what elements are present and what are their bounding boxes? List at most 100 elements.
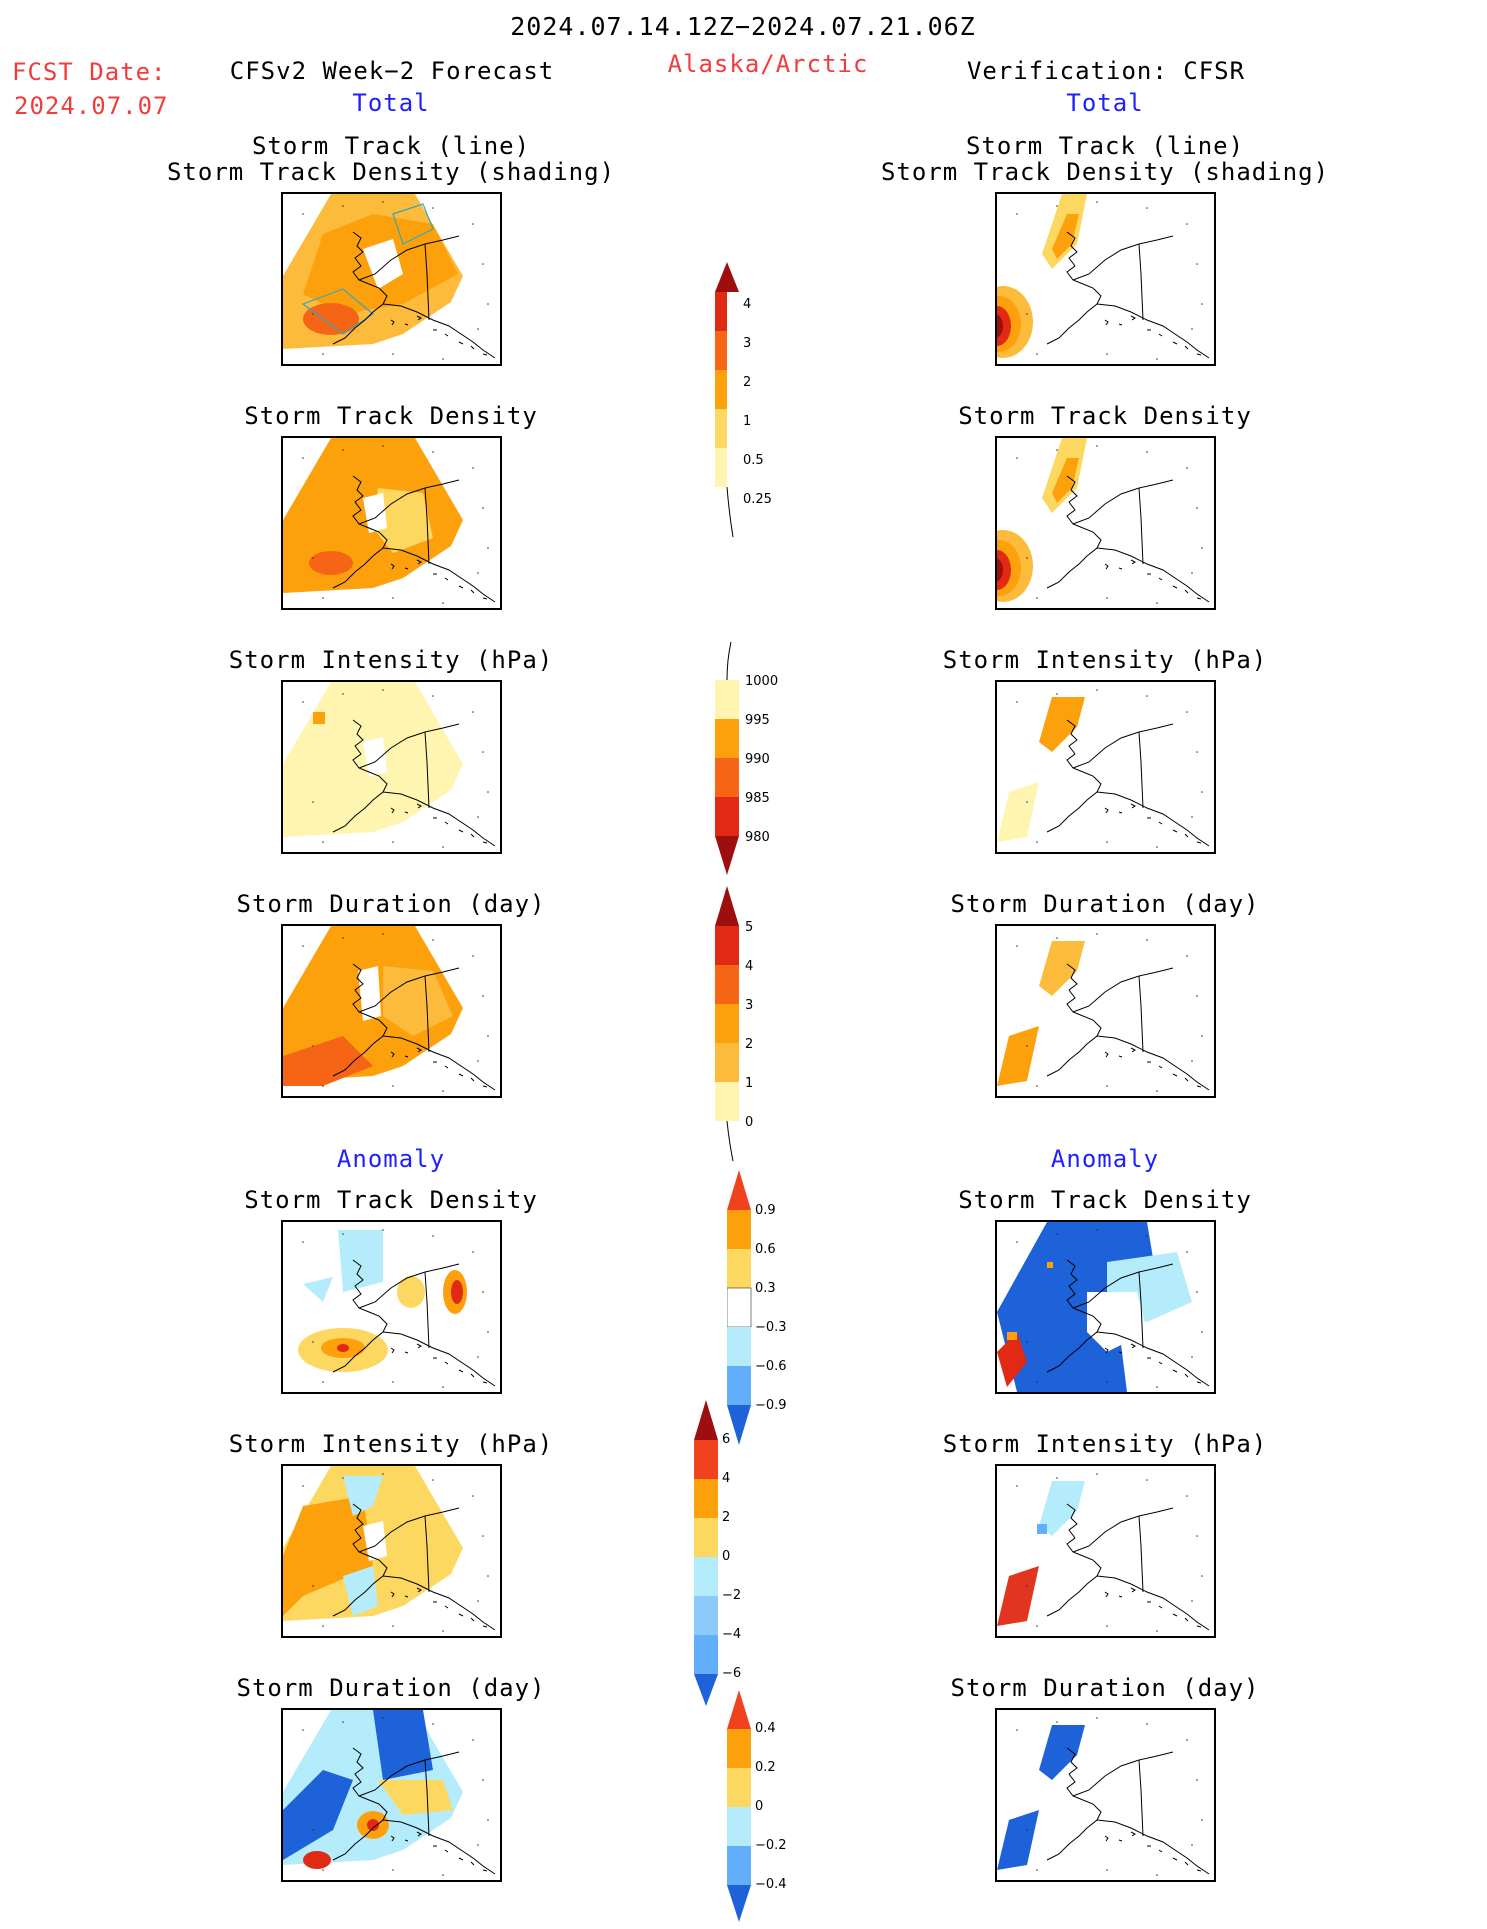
tick-anom-density-03: 0.3 [755, 1281, 776, 1296]
map-verif-intensity-graphic [997, 689, 1210, 848]
right-intensity-title: Storm Intensity (hPa) [942, 646, 1268, 674]
colorbar-anom-intensity-graphic [694, 1400, 718, 1706]
fcst-date-label: FCST Date: [12, 58, 167, 86]
map-forecast-track-density-graphic [283, 438, 496, 604]
left-anom-duration-title: Storm Duration (day) [236, 1674, 546, 1702]
tick-anom-duration-02: 0.2 [755, 1760, 776, 1775]
tick-anom-duration-04: 0.4 [755, 1721, 776, 1736]
map-verif-anom-track-density-graphic [997, 1222, 1210, 1392]
left-anom-track-density-title: Storm Track Density [244, 1186, 538, 1214]
region-label: Alaska/Arctic [667, 50, 869, 78]
map-forecast-anom-track-density-graphic [298, 1229, 496, 1388]
left-anomaly-label: Anomaly [336, 1145, 446, 1173]
right-track-density-shading-title: Storm Track Density (shading) [880, 158, 1330, 186]
right-duration-title: Storm Duration (day) [950, 890, 1260, 918]
tick-intensity-980: 980 [745, 830, 770, 845]
tick-density-1: 1 [743, 414, 752, 429]
left-track-line-title: Storm Track (line) [251, 132, 531, 160]
tick-duration-4: 4 [745, 959, 754, 974]
left-track-density-title: Storm Track Density [244, 402, 538, 430]
tick-density-4: 4 [743, 297, 752, 312]
right-anom-track-density-title: Storm Track Density [958, 1186, 1252, 1214]
map-forecast-anom-duration [281, 1708, 502, 1882]
map-forecast-anom-duration-graphic [283, 1710, 496, 1876]
tick-anom-density-09: 0.9 [755, 1203, 776, 1218]
tick-duration-5: 5 [745, 920, 754, 935]
tick-density-2: 2 [743, 375, 752, 390]
right-track-density-title: Storm Track Density [958, 402, 1252, 430]
tick-duration-3: 3 [745, 998, 754, 1013]
colorbar-duration-graphic [715, 886, 739, 1162]
map-verif-track-line-graphic [997, 194, 1210, 360]
right-anomaly-label: Anomaly [1050, 1145, 1160, 1173]
tick-anom-duration-0: 0 [755, 1799, 764, 1814]
forecast-period: 2024.07.14.12Z−2024.07.21.06Z [510, 12, 976, 41]
right-track-line-title: Storm Track (line) [965, 132, 1245, 160]
tick-anom-duration-m02: −0.2 [755, 1838, 787, 1853]
colorbar-density-graphic [715, 262, 739, 538]
colorbar-anom-intensity: 6 4 2 0 −2 −4 −6 [694, 1400, 784, 1714]
tick-density-3: 3 [743, 336, 752, 351]
tick-anom-intensity-4: 4 [722, 1471, 731, 1486]
map-forecast-track-line [281, 192, 502, 366]
right-column-title: Verification: CFSR [966, 57, 1246, 85]
tick-duration-0: 0 [745, 1115, 754, 1130]
tick-anom-duration-m04: −0.4 [755, 1877, 787, 1892]
tick-anom-intensity-m2: −2 [722, 1588, 742, 1603]
tick-intensity-985: 985 [745, 791, 770, 806]
tick-intensity-995: 995 [745, 713, 770, 728]
tick-duration-1: 1 [745, 1076, 754, 1091]
tick-density-05: 0.5 [743, 453, 764, 468]
map-verif-track-density [995, 436, 1216, 610]
right-anom-intensity-title: Storm Intensity (hPa) [942, 1430, 1268, 1458]
map-verif-track-density-graphic [997, 438, 1210, 604]
colorbar-density: 4 3 2 1 0.5 0.25 [715, 262, 795, 546]
right-total-label: Total [1066, 89, 1144, 117]
tick-anom-density-m03: −0.3 [755, 1320, 787, 1335]
tick-anom-intensity-2: 2 [722, 1510, 731, 1525]
map-verif-anom-track-density [995, 1220, 1216, 1394]
map-forecast-track-line-graphic [283, 194, 496, 360]
left-anom-intensity-title: Storm Intensity (hPa) [228, 1430, 554, 1458]
left-intensity-title: Storm Intensity (hPa) [228, 646, 554, 674]
left-track-density-shading-title: Storm Track Density (shading) [166, 158, 616, 186]
colorbar-anom-density: 0.9 0.6 0.3 −0.3 −0.6 −0.9 [726, 1170, 807, 1454]
right-anom-duration-title: Storm Duration (day) [950, 1674, 1260, 1702]
tick-intensity-990: 990 [745, 752, 770, 767]
colorbar-intensity-graphic [715, 641, 739, 875]
map-verif-intensity [995, 680, 1216, 854]
colorbar-intensity: 1000 995 990 985 980 [715, 640, 795, 884]
tick-anom-intensity-6: 6 [722, 1432, 731, 1447]
map-forecast-duration-graphic [283, 926, 496, 1092]
tick-anom-intensity-0: 0 [722, 1549, 731, 1564]
map-forecast-intensity-graphic [283, 682, 496, 848]
colorbar-anom-density-graphic [726, 1170, 752, 1445]
map-verif-duration [995, 924, 1216, 1098]
map-verif-anom-duration-graphic [997, 1717, 1210, 1876]
map-forecast-anom-intensity [281, 1464, 502, 1638]
fcst-date-value: 2024.07.07 [14, 92, 169, 120]
colorbar-duration: 5 4 3 2 1 0 [715, 886, 795, 1170]
map-verif-anom-duration [995, 1708, 1216, 1882]
left-duration-title: Storm Duration (day) [236, 890, 546, 918]
colorbar-anom-duration-graphic [727, 1690, 751, 1922]
map-verif-anom-intensity [995, 1464, 1216, 1638]
left-total-label: Total [352, 89, 430, 117]
tick-anom-intensity-m6: −6 [722, 1666, 742, 1681]
map-forecast-duration [281, 924, 502, 1098]
tick-anom-intensity-m4: −4 [722, 1627, 742, 1642]
map-verif-duration-graphic [997, 933, 1210, 1092]
map-verif-anom-intensity-graphic [997, 1473, 1210, 1632]
tick-anom-density-m06: −0.6 [755, 1359, 787, 1374]
left-column-title: CFSv2 Week−2 Forecast [229, 57, 555, 85]
tick-density-025: 0.25 [743, 492, 772, 507]
map-forecast-anom-intensity-graphic [283, 1466, 496, 1632]
map-forecast-track-density [281, 436, 502, 610]
tick-anom-density-06: 0.6 [755, 1242, 776, 1257]
colorbar-anom-duration: 0.4 0.2 0 −0.2 −0.4 [727, 1690, 807, 1929]
tick-duration-2: 2 [745, 1037, 754, 1052]
map-forecast-anom-track-density [281, 1220, 502, 1394]
map-forecast-intensity [281, 680, 502, 854]
tick-anom-density-m09: −0.9 [755, 1398, 787, 1413]
map-verif-track-line [995, 192, 1216, 366]
